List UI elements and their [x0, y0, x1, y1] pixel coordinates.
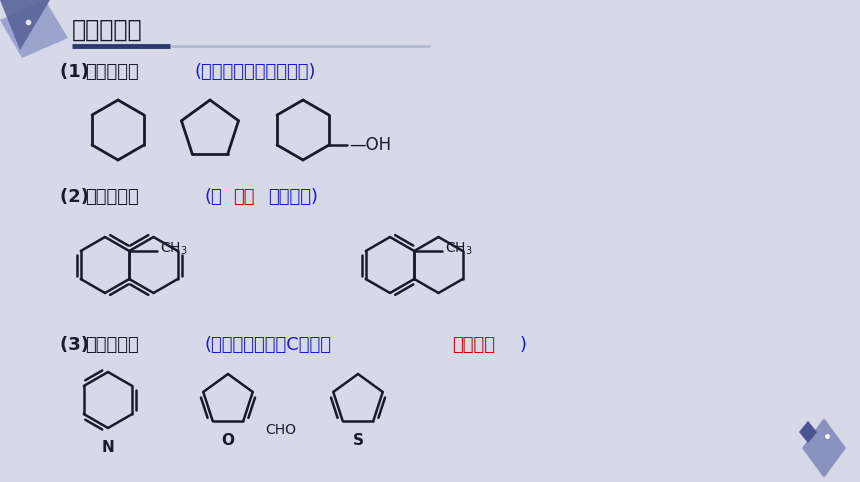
- Text: 的化合物): 的化合物): [268, 188, 318, 206]
- Text: 环状化合物: 环状化合物: [72, 18, 143, 42]
- Polygon shape: [799, 421, 817, 443]
- Text: (2): (2): [60, 188, 95, 206]
- Text: 杂环化合物: 杂环化合物: [85, 336, 138, 354]
- Text: N: N: [101, 440, 114, 455]
- Polygon shape: [0, 0, 68, 58]
- Text: (含: (含: [205, 188, 223, 206]
- Text: 苯环: 苯环: [233, 188, 255, 206]
- Text: 芳香化合物: 芳香化合物: [85, 188, 138, 206]
- Text: CH$_3$: CH$_3$: [160, 241, 187, 257]
- Text: O: O: [222, 433, 235, 448]
- Text: (3): (3): [60, 336, 95, 354]
- Text: CH$_3$: CH$_3$: [445, 241, 473, 257]
- Text: S: S: [353, 433, 364, 448]
- Text: (有碳环结构，不含苯环): (有碳环结构，不含苯环): [195, 63, 316, 81]
- Polygon shape: [0, 0, 50, 50]
- Text: (环骨架的原子除C外还有: (环骨架的原子除C外还有: [205, 336, 332, 354]
- Text: 脂环化合物: 脂环化合物: [85, 63, 138, 81]
- Text: CHO: CHO: [265, 423, 296, 437]
- Text: 其他原子: 其他原子: [452, 336, 495, 354]
- Text: (1): (1): [60, 63, 95, 81]
- Text: ): ): [520, 336, 527, 354]
- Polygon shape: [802, 418, 846, 478]
- Text: —OH: —OH: [349, 136, 391, 154]
